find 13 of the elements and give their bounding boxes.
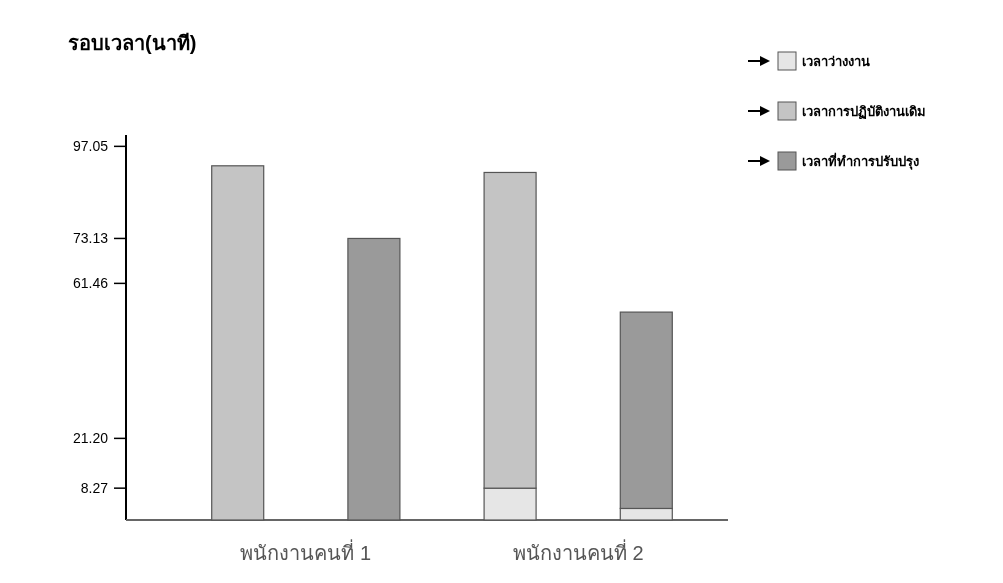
y-tick-label: 73.13 [72,230,109,247]
y-axis-title: รอบเวลา(นาที) [68,32,197,54]
legend-label: เวลาการปฏิบัติงานเดิม [802,103,926,120]
legend-label: เวลาว่างงาน [802,53,870,69]
bar [347,237,401,521]
x-tick-label: พนักงานคนที่ 1 [240,539,372,564]
x-tick-label: พนักงานคนที่ 2 [512,539,644,564]
legend-label: เวลาที่ทำการปรับปรุง [802,151,919,170]
y-tick-label: 8.27 [80,480,109,497]
y-tick-label: 97.05 [72,138,109,155]
y-tick-label: 21.20 [72,430,109,447]
y-tick-label: 61.46 [72,275,109,292]
bar [211,165,265,521]
